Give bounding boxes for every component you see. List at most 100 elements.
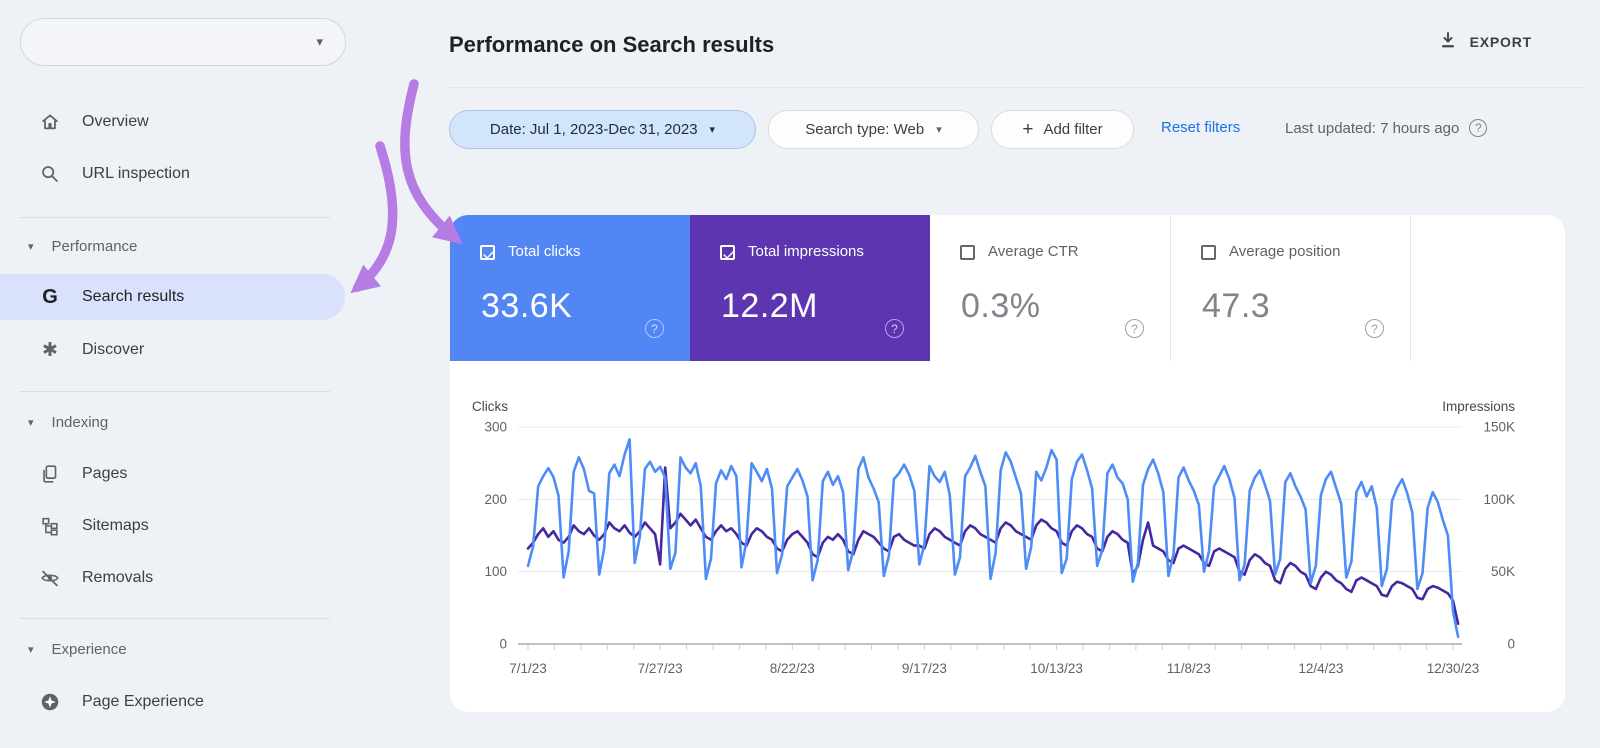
sidebar-section-performance[interactable]: ▾ Performance bbox=[0, 231, 345, 261]
metric-value: 47.3 bbox=[1202, 287, 1271, 325]
checkbox-checked-icon[interactable] bbox=[480, 245, 495, 260]
x-axis-ticks: 7/1/23 7/27/23 8/22/23 9/17/23 10/13/23 11/8/… bbox=[509, 645, 1479, 676]
search-icon bbox=[38, 162, 62, 186]
sidebar-divider bbox=[20, 217, 330, 218]
export-label: EXPORT bbox=[1469, 33, 1532, 50]
chevron-down-icon: ▾ bbox=[28, 240, 34, 253]
sidebar-divider bbox=[20, 391, 330, 392]
left-axis-ticks: 0 100 200 300 bbox=[484, 420, 507, 652]
sidebar-divider bbox=[20, 618, 330, 619]
chart-gridlines bbox=[518, 426, 1462, 645]
sidebar-item-removals[interactable]: Removals bbox=[0, 555, 345, 601]
add-filter-button[interactable]: + Add filter bbox=[991, 110, 1134, 149]
sidebar-item-search-results[interactable]: G Search results bbox=[0, 274, 345, 320]
sidebar-item-label: Discover bbox=[82, 341, 145, 358]
chevron-down-icon: ▾ bbox=[28, 643, 34, 656]
sidebar-item-discover[interactable]: ✱ Discover bbox=[0, 327, 345, 373]
page-title: Performance on Search results bbox=[449, 32, 775, 57]
pages-icon bbox=[38, 462, 62, 486]
sidebar-item-label: Removals bbox=[82, 569, 154, 586]
sidebar-item-overview[interactable]: Overview bbox=[0, 99, 345, 145]
svg-text:7/27/23: 7/27/23 bbox=[638, 661, 683, 676]
last-updated-status: Last updated: 7 hours ago ? bbox=[1285, 119, 1488, 137]
performance-chart[interactable]: Clicks Impressions 0 100 200 300 0 50K 100K 15… bbox=[450, 361, 1565, 712]
svg-text:10/13/23: 10/13/23 bbox=[1030, 661, 1083, 676]
svg-text:0: 0 bbox=[1507, 637, 1515, 652]
svg-text:12/4/23: 12/4/23 bbox=[1298, 661, 1343, 676]
chevron-down-icon: ▾ bbox=[936, 124, 942, 136]
google-g-icon: G bbox=[42, 285, 58, 308]
metric-card-average-position[interactable]: Average position 47.3 ? bbox=[1171, 215, 1410, 361]
header-divider bbox=[449, 87, 1584, 88]
metric-value: 33.6K bbox=[481, 287, 573, 325]
performance-panel: Total clicks 33.6K ? Total impressions 1… bbox=[450, 215, 1565, 712]
help-icon[interactable]: ? bbox=[1365, 319, 1384, 338]
svg-text:0: 0 bbox=[499, 637, 507, 652]
metric-cards: Total clicks 33.6K ? Total impressions 1… bbox=[450, 215, 1565, 361]
reset-filters-link[interactable]: Reset filters bbox=[1161, 119, 1241, 136]
svg-text:150K: 150K bbox=[1483, 420, 1515, 435]
checkbox-checked-icon[interactable] bbox=[720, 245, 735, 260]
svg-text:7/1/23: 7/1/23 bbox=[509, 661, 547, 676]
chevron-down-icon: ▾ bbox=[316, 34, 323, 49]
svg-text:50K: 50K bbox=[1491, 564, 1515, 579]
sidebar-item-pages[interactable]: Pages bbox=[0, 451, 345, 497]
chevron-down-icon: ▾ bbox=[28, 416, 34, 429]
metric-label: Average CTR bbox=[988, 243, 1079, 260]
sidebar-item-label: Pages bbox=[82, 465, 128, 482]
clicks-line-series bbox=[526, 438, 1460, 639]
export-button[interactable]: EXPORT bbox=[1438, 30, 1532, 53]
svg-text:9/17/23: 9/17/23 bbox=[902, 661, 947, 676]
metric-value: 12.2M bbox=[721, 287, 818, 325]
svg-text:100: 100 bbox=[484, 564, 507, 579]
add-filter-label: Add filter bbox=[1043, 121, 1103, 138]
metric-label: Total clicks bbox=[508, 243, 581, 260]
sidebar-item-sitemaps[interactable]: Sitemaps bbox=[0, 503, 345, 549]
help-icon[interactable]: ? bbox=[645, 319, 664, 338]
card-divider bbox=[1410, 215, 1411, 361]
cards-empty-area bbox=[1411, 215, 1565, 361]
section-label: Experience bbox=[51, 640, 127, 658]
card-divider bbox=[1170, 215, 1171, 361]
plus-icon: + bbox=[1022, 118, 1034, 140]
sidebar-section-experience[interactable]: ▾ Experience bbox=[0, 634, 345, 664]
left-axis-title: Clicks bbox=[472, 399, 508, 414]
sitemaps-icon bbox=[38, 514, 62, 538]
metric-card-total-clicks[interactable]: Total clicks 33.6K ? bbox=[450, 215, 690, 361]
date-filter-label: Date: Jul 1, 2023-Dec 31, 2023 bbox=[489, 121, 698, 138]
removals-eye-off-icon bbox=[38, 566, 62, 590]
help-icon[interactable]: ? bbox=[885, 319, 904, 338]
help-icon[interactable]: ? bbox=[1125, 319, 1144, 338]
sidebar-item-label: Sitemaps bbox=[82, 517, 149, 534]
page-experience-icon bbox=[38, 690, 62, 714]
impressions-line-series bbox=[526, 466, 1460, 626]
sidebar-item-label: Search results bbox=[82, 288, 185, 305]
last-updated-text: Last updated: 7 hours ago bbox=[1285, 119, 1460, 137]
search-type-filter-chip[interactable]: Search type: Web ▾ bbox=[768, 110, 979, 149]
checkbox-unchecked-icon[interactable] bbox=[1201, 245, 1216, 260]
section-label: Performance bbox=[51, 237, 138, 255]
svg-text:11/8/23: 11/8/23 bbox=[1167, 661, 1211, 676]
sidebar-section-indexing[interactable]: ▾ Indexing bbox=[0, 407, 345, 437]
right-axis-ticks: 0 50K 100K 150K bbox=[1483, 420, 1515, 652]
sidebar-item-label: Page Experience bbox=[82, 693, 204, 710]
right-axis-title: Impressions bbox=[1442, 399, 1515, 414]
property-selector[interactable]: ▾ bbox=[20, 18, 346, 66]
download-icon bbox=[1438, 30, 1458, 53]
sidebar-item-page-experience[interactable]: Page Experience bbox=[0, 679, 345, 725]
search-type-label: Search type: Web bbox=[805, 121, 925, 138]
help-icon[interactable]: ? bbox=[1469, 119, 1488, 137]
metric-label: Total impressions bbox=[748, 243, 864, 260]
svg-text:100K: 100K bbox=[1483, 492, 1515, 507]
sidebar-item-url-inspection[interactable]: URL inspection bbox=[0, 151, 345, 197]
date-filter-chip[interactable]: Date: Jul 1, 2023-Dec 31, 2023 ▾ bbox=[449, 110, 756, 149]
home-icon bbox=[38, 110, 62, 134]
sidebar: ▾ Overview URL inspection ▾ Performance … bbox=[0, 0, 420, 748]
svg-text:200: 200 bbox=[484, 492, 507, 507]
sidebar-item-label: Overview bbox=[82, 113, 149, 130]
metric-card-total-impressions[interactable]: Total impressions 12.2M ? bbox=[690, 215, 930, 361]
metric-card-average-ctr[interactable]: Average CTR 0.3% ? bbox=[930, 215, 1170, 361]
sidebar-item-label: URL inspection bbox=[82, 165, 190, 182]
svg-text:300: 300 bbox=[484, 420, 507, 435]
checkbox-unchecked-icon[interactable] bbox=[960, 245, 975, 260]
